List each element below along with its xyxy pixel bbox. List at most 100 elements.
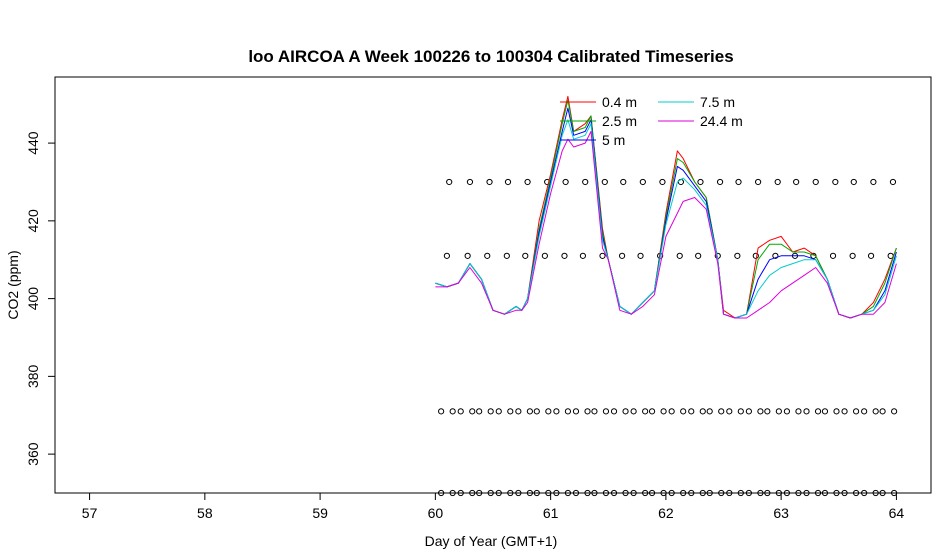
calibration-marker — [891, 408, 898, 415]
calibration-marker — [821, 489, 829, 497]
calibration-marker — [889, 178, 897, 186]
calibration-marker — [620, 178, 627, 186]
series-line-0-4-m — [435, 95, 897, 319]
calibration-marker — [849, 252, 856, 259]
calibration-marker — [553, 489, 560, 497]
calibration-marker — [507, 408, 514, 415]
calibration-marker — [515, 489, 522, 497]
x-tick-label: 63 — [773, 505, 789, 521]
calibration-marker — [622, 489, 629, 497]
calibration-marker — [487, 408, 494, 415]
calibration-marker — [639, 178, 646, 186]
calibration-marker — [572, 489, 580, 497]
calibration-marker — [726, 489, 733, 497]
calibration-marker — [561, 252, 568, 259]
calibration-marker — [526, 408, 533, 415]
calibration-marker — [449, 408, 456, 415]
calibration-marker — [764, 489, 771, 497]
calibration-markers — [438, 178, 898, 497]
calibration-marker — [648, 408, 656, 415]
y-tick-label: 380 — [25, 364, 41, 388]
calibration-marker — [755, 178, 762, 186]
calibration-marker — [699, 489, 706, 497]
calibration-marker — [803, 489, 810, 497]
calibration-marker — [772, 252, 779, 259]
calibration-marker — [503, 252, 510, 259]
calibration-marker — [783, 489, 791, 497]
calibration-marker — [852, 489, 860, 497]
calibration-marker — [891, 489, 898, 497]
calibration-marker — [841, 408, 848, 415]
calibration-marker — [775, 408, 782, 415]
calibration-marker — [562, 178, 569, 186]
calibration-marker — [660, 489, 667, 497]
calibration-marker — [716, 178, 724, 186]
calibration-marker — [688, 489, 695, 497]
calibration-marker — [504, 178, 512, 186]
plot-frame — [54, 76, 932, 494]
calibration-marker — [867, 252, 875, 259]
calibration-marker — [642, 408, 649, 415]
calibration-marker — [803, 408, 810, 415]
x-tick-label: 60 — [428, 505, 444, 521]
calibration-marker — [814, 489, 822, 497]
calibration-marker — [688, 408, 695, 415]
calibration-marker — [564, 489, 572, 497]
calibration-marker — [443, 252, 450, 259]
calibration-marker — [545, 489, 552, 497]
legend-label: 24.4 m — [700, 113, 743, 129]
calibration-marker — [572, 408, 580, 415]
calibration-marker — [602, 489, 610, 497]
calibration-marker — [630, 489, 637, 497]
x-tick-label: 64 — [889, 505, 905, 521]
calibration-marker — [850, 178, 857, 186]
calibration-marker — [795, 408, 802, 415]
legend-label: 0.4 m — [602, 94, 637, 110]
calibration-marker — [697, 178, 704, 186]
calibration-marker — [718, 489, 725, 497]
calibration-marker — [861, 408, 868, 415]
calibration-marker — [545, 408, 552, 415]
calibration-marker — [526, 489, 533, 497]
calibration-marker — [495, 489, 502, 497]
legend: 0.4 m 2.5 m 5 m 7.5 m 24.4 m — [560, 94, 743, 148]
calibration-marker — [582, 178, 589, 186]
calibration-marker — [579, 252, 587, 259]
calibration-marker — [706, 408, 713, 415]
calibration-marker — [487, 489, 494, 497]
calibration-marker — [745, 489, 752, 497]
calibration-marker — [486, 178, 493, 186]
calibration-marker — [495, 408, 502, 415]
calibration-marker — [457, 489, 464, 497]
calibration-marker — [438, 489, 445, 497]
calibration-marker — [507, 489, 514, 497]
calibration-marker — [541, 252, 548, 259]
calibration-marker — [774, 178, 781, 186]
calibration-marker — [476, 408, 483, 415]
calibration-marker — [553, 408, 560, 415]
calibration-marker — [870, 178, 877, 186]
calibration-marker — [680, 489, 687, 497]
calibration-marker — [726, 408, 733, 415]
x-tick-label: 58 — [197, 505, 213, 521]
calibration-marker — [642, 489, 649, 497]
calibration-marker — [648, 489, 656, 497]
calibration-marker — [599, 252, 606, 259]
y-axis-label: CO2 (ppm) — [5, 250, 21, 319]
calibration-marker — [872, 408, 879, 415]
series-line-24-4-m — [435, 130, 897, 319]
calibration-marker — [522, 252, 529, 259]
calibration-marker — [622, 408, 629, 415]
calibration-marker — [718, 408, 725, 415]
calibration-marker — [637, 252, 644, 259]
y-axis: 360 380 400 420 440 — [25, 131, 55, 466]
calibration-marker — [618, 252, 626, 259]
calibration-marker — [829, 252, 837, 259]
calibration-marker — [734, 252, 741, 259]
calibration-marker — [469, 408, 476, 415]
calibration-marker — [841, 489, 848, 497]
calibration-marker — [764, 408, 771, 415]
calibration-marker — [668, 408, 675, 415]
calibration-marker — [591, 489, 598, 497]
x-axis: 57 58 59 60 61 62 63 64 — [82, 493, 905, 521]
